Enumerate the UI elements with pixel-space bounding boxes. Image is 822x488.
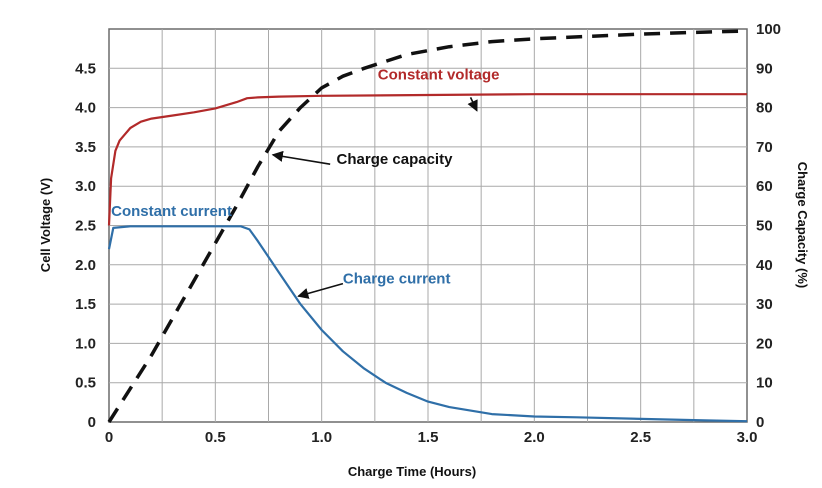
x-tick-label: 0 (105, 429, 113, 446)
y-right-tick-label: 30 (756, 296, 773, 313)
annotation-arrow (271, 150, 331, 165)
annotation-label: Constant voltage (378, 66, 500, 83)
y-right-tick-label: 40 (756, 257, 773, 274)
x-tick-label: 2.5 (630, 429, 651, 446)
y-left-tick-label: 4.0 (75, 100, 96, 117)
annotation-arrow (297, 282, 344, 299)
y-right-tick-label: 70 (756, 139, 773, 156)
annotation-label: Charge current (343, 271, 451, 288)
series-line-capacity (107, 29, 748, 423)
x-tick-label: 1.0 (311, 429, 332, 446)
y-right-tick-label: 100 (756, 21, 781, 38)
y-left-tick-label: 1.0 (75, 335, 96, 352)
y-left-tick-label: 2.0 (75, 257, 96, 274)
x-tick-label: 3.0 (737, 429, 758, 446)
y-right-tick-label: 80 (756, 100, 773, 117)
annotation-arrow (467, 97, 478, 112)
y-left-tick-label: 3.0 (75, 178, 96, 195)
y-left-tick-label: 3.5 (75, 139, 96, 156)
y-right-axis-title: Charge Capacity (%) (795, 162, 810, 288)
tick-labels: 0 0.5 1.0 1.5 2.0 2.5 3.000.51.01.52.02.53.03.… (75, 21, 781, 446)
y-left-tick-label: 0 (88, 414, 96, 431)
x-tick-label: 1.5 (418, 429, 439, 446)
x-tick-label: 2.0 (524, 429, 545, 446)
y-right-tick-label: 0 (756, 414, 764, 431)
y-left-tick-label: 1.5 (75, 296, 96, 313)
y-left-tick-label: 2.5 (75, 218, 96, 235)
series-layer (107, 29, 748, 423)
y-left-tick-label: 0.5 (75, 375, 96, 392)
y-right-tick-label: 60 (756, 178, 773, 195)
annotation-label: Constant current (111, 203, 232, 220)
x-tick-label: 0.5 (205, 429, 226, 446)
series-line-voltage (107, 93, 747, 226)
x-axis-title: Charge Time (Hours) (348, 464, 476, 479)
annotation-label: Charge capacity (337, 151, 454, 168)
y-left-tick-label: 4.5 (75, 60, 96, 77)
y-right-tick-label: 20 (756, 335, 773, 352)
y-right-tick-label: 90 (756, 60, 773, 77)
annotation-layer: Constant voltage Charge capacity Constant … (111, 66, 500, 299)
y-right-tick-label: 50 (756, 218, 773, 235)
y-left-axis-title: Cell Voltage (V) (38, 178, 53, 272)
series-line-current (107, 225, 748, 423)
y-right-tick-label: 10 (756, 375, 773, 392)
